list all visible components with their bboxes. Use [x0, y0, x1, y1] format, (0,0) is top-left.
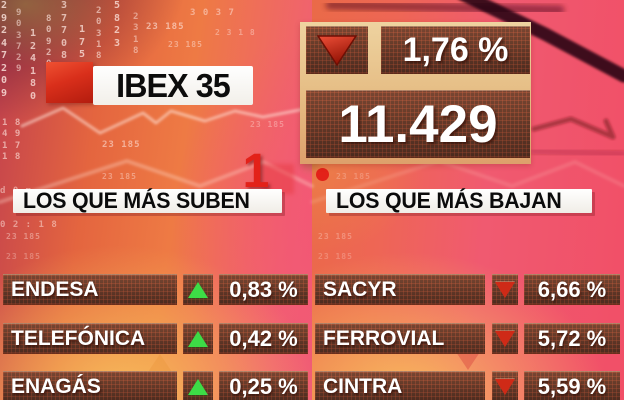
- matrix-digits: 2 3 1 8: [133, 12, 140, 56]
- matrix-digits: 23 185: [336, 172, 371, 181]
- matrix-digits: 2 0 3 1 8: [96, 6, 103, 61]
- down-trend-watermark-icon: [456, 352, 480, 370]
- matrix-digits: 5 8 2 3: [114, 0, 122, 49]
- stock-name: FERROVIAL: [315, 323, 485, 354]
- index-direction-box: [306, 26, 368, 74]
- index-change-value: 1,76 %: [402, 30, 509, 69]
- stock-name: TELEFÓNICA: [3, 323, 177, 354]
- matrix-digits: 23 185: [250, 120, 285, 129]
- matrix-digits: 9 0 3 7 2 9: [16, 8, 23, 75]
- losers-header-label: LOS QUE MÁS BAJAN: [336, 188, 562, 213]
- stock-change: 0,42 %: [219, 323, 308, 354]
- up-triangle-icon: [188, 330, 208, 347]
- matrix-digits: 23 185: [102, 140, 141, 150]
- index-logo-square: [46, 62, 93, 103]
- up-triangle-box: [183, 323, 213, 354]
- matrix-digits: 1 2 4 1 8 0: [30, 28, 38, 102]
- matrix-digits: 2 3 1 8: [215, 28, 256, 37]
- index-change-box: 1,76 %: [381, 26, 530, 74]
- gainers-header-label: LOS QUE MÁS SUBEN: [23, 188, 250, 213]
- down-triangle-icon: [317, 34, 357, 66]
- stock-change: 0,25 %: [219, 371, 308, 400]
- matrix-digits: 1 8 4 9 1 7 1 8: [2, 118, 22, 162]
- matrix-digits: 3 0 3 7: [190, 8, 235, 18]
- matrix-digits: 23 185: [146, 22, 185, 32]
- matrix-digits: 23 185: [6, 232, 41, 241]
- stock-change: 6,66 %: [524, 274, 620, 305]
- stock-name: ENAGÁS: [3, 371, 177, 400]
- down-triangle-icon: [495, 378, 515, 395]
- down-triangle-box: [492, 274, 518, 305]
- down-triangle-box: [492, 323, 518, 354]
- stock-change: 5,59 %: [524, 371, 620, 400]
- matrix-digits: 23 185: [6, 252, 41, 261]
- down-triangle-box: [492, 371, 518, 400]
- stock-name: CINTRA: [315, 371, 485, 400]
- index-title: IBEX 35: [116, 66, 231, 104]
- up-triangle-box: [183, 274, 213, 305]
- gainers-header: LOS QUE MÁS SUBEN: [13, 188, 282, 213]
- index-value-box: 11.429: [306, 90, 530, 158]
- matrix-digits: 23 185: [318, 232, 353, 241]
- down-triangle-icon: [495, 281, 515, 298]
- matrix-digits: 23 185: [318, 252, 353, 261]
- channel-one-logo: 1: [242, 145, 270, 198]
- down-triangle-icon: [495, 330, 515, 347]
- matrix-digits: 23 185: [102, 172, 137, 181]
- index-value: 11.429: [338, 94, 498, 154]
- stock-name: SACYR: [315, 274, 485, 305]
- matrix-digits: 2 9 2 4 7 2 0 9: [1, 0, 9, 99]
- up-triangle-box: [183, 371, 213, 400]
- matrix-digits: 0 2 : 1 8: [0, 220, 58, 230]
- up-triangle-icon: [188, 281, 208, 298]
- stock-name: ENDESA: [3, 274, 177, 305]
- up-trend-watermark-icon: [148, 354, 172, 372]
- losers-header: LOS QUE MÁS BAJAN: [326, 188, 592, 213]
- stock-change: 5,72 %: [524, 323, 620, 354]
- stock-change: 0,83 %: [219, 274, 308, 305]
- matrix-digits: 23 185: [168, 40, 203, 49]
- red-dot-marker: [316, 168, 329, 181]
- up-triangle-icon: [188, 378, 208, 395]
- index-title-band: IBEX 35: [93, 66, 253, 105]
